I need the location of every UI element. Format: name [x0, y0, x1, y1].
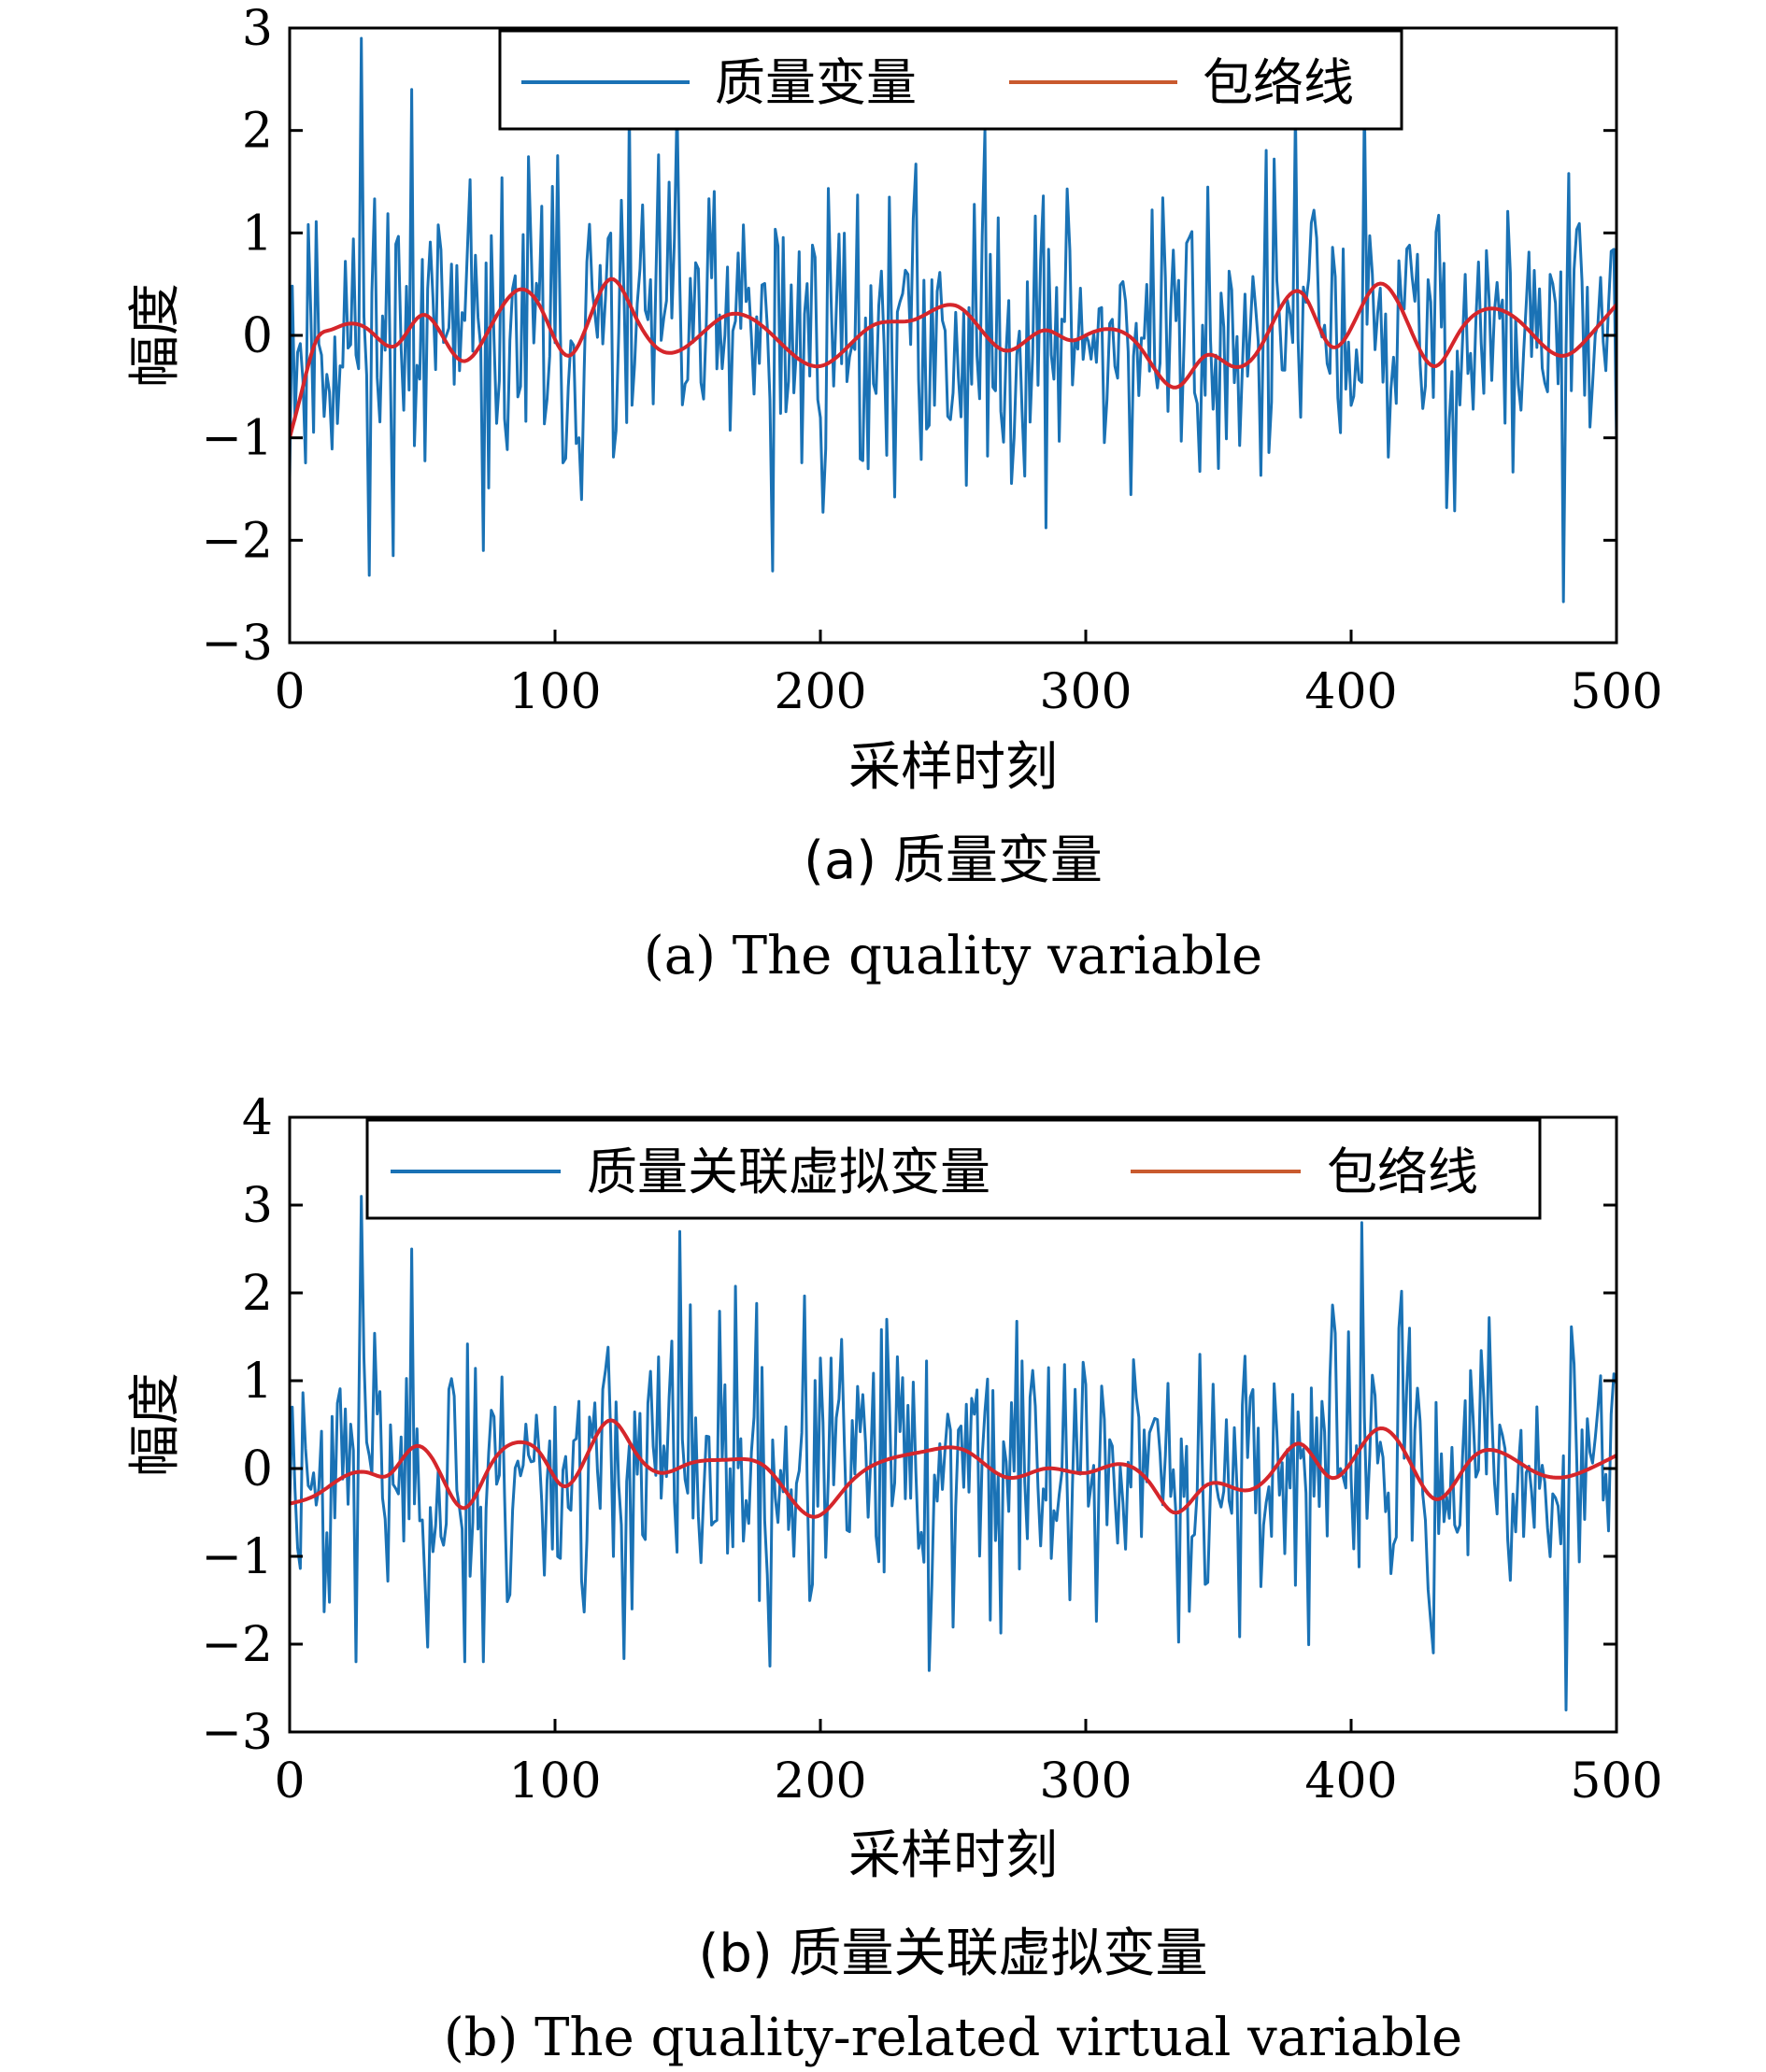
chart-a-ytick-label: −3 — [201, 616, 273, 672]
chart-b-ytick-label: 3 — [242, 1178, 273, 1234]
chart-a-xtick-label: 400 — [1304, 664, 1397, 720]
chart-b-series-envelope — [290, 1418, 1616, 1519]
chart-b-legend-label-signal: 质量关联虚拟变量 — [587, 1142, 990, 1201]
chart-b: 0 100 200 300 400 500 −3 −2 −1 0 1 2 3 4 幅度 采样时刻 质量关联… — [125, 1090, 1662, 2068]
chart-a-legend-label-envelope: 包络线 — [1203, 53, 1354, 112]
chart-a-ytick-label: 0 — [242, 308, 273, 364]
chart-b-series-signal — [290, 1195, 1616, 1711]
chart-b-xtick-label: 400 — [1304, 1753, 1397, 1809]
chart-b-xtick-label: 0 — [274, 1753, 305, 1809]
chart-b-xlabel: 采样时刻 — [848, 1825, 1058, 1886]
chart-b-ytick-label: −1 — [201, 1529, 273, 1585]
chart-a-series-envelope — [290, 277, 1616, 439]
chart-b-ylabel: 幅度 — [125, 1372, 186, 1477]
chart-b-ytick-label: 0 — [242, 1441, 273, 1497]
chart-b-ytick-label: 2 — [242, 1266, 273, 1322]
chart-b-ytick-label: 1 — [242, 1354, 273, 1410]
chart-b-xtick-label: 300 — [1039, 1753, 1132, 1809]
chart-a-xtick-label: 500 — [1570, 664, 1662, 720]
chart-a-xlabel: 采样时刻 — [848, 737, 1058, 798]
chart-b-ytick-label: −3 — [201, 1705, 273, 1761]
chart-b-legend: 质量关联虚拟变量 包络线 — [365, 1118, 1542, 1220]
chart-b-ytick-label: 4 — [242, 1090, 273, 1146]
chart-b-ticks: 0 100 200 300 400 500 −3 −2 −1 0 1 2 3 4 — [201, 1090, 1662, 1809]
chart-a-ticks: 0 100 200 300 400 500 −3 −2 −1 0 1 2 3 — [201, 1, 1662, 720]
chart-a-legend-box — [498, 29, 1403, 131]
chart-b-caption-cn: (b) 质量关联虚拟变量 — [698, 1923, 1207, 1984]
chart-b-plot-area — [290, 1195, 1616, 1711]
chart-a-plot-area — [290, 36, 1616, 603]
chart-b-legend-label-envelope: 包络线 — [1327, 1142, 1478, 1201]
chart-a-xtick-label: 300 — [1039, 664, 1132, 720]
chart-b-caption-en: (b) The quality-related virtual variable — [444, 2008, 1462, 2068]
chart-a-caption-en: (a) The quality variable — [644, 926, 1262, 986]
chart-a: 0 100 200 300 400 500 −3 −2 −1 0 1 2 3 幅度 采样时刻 质量变量 … — [125, 1, 1662, 986]
chart-a-ytick-label: 2 — [242, 104, 273, 160]
chart-b-xtick-label: 200 — [774, 1753, 866, 1809]
chart-a-ylabel: 幅度 — [125, 283, 186, 388]
chart-a-ytick-label: 3 — [242, 1, 273, 57]
chart-a-ytick-label: −2 — [201, 513, 273, 569]
chart-b-xtick-label: 500 — [1570, 1753, 1662, 1809]
chart-b-xtick-label: 100 — [508, 1753, 601, 1809]
chart-b-axes-frame — [288, 1115, 1618, 1734]
chart-a-ytick-label: 1 — [242, 206, 273, 262]
chart-a-series-signal — [290, 36, 1616, 603]
chart-a-xtick-label: 0 — [274, 664, 305, 720]
chart-a-legend: 质量变量 包络线 — [498, 29, 1403, 131]
chart-a-xtick-label: 100 — [508, 664, 601, 720]
chart-b-ytick-label: −2 — [201, 1617, 273, 1673]
chart-a-xtick-label: 200 — [774, 664, 866, 720]
chart-a-ytick-label: −1 — [201, 411, 273, 467]
chart-b-legend-box — [365, 1118, 1542, 1220]
chart-a-caption-cn: (a) 质量变量 — [804, 830, 1103, 891]
chart-a-legend-label-signal: 质量变量 — [715, 53, 917, 112]
